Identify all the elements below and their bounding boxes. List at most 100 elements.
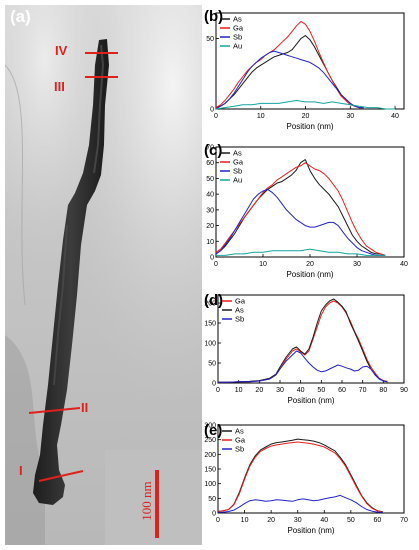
y-tick-label-b: 50 — [206, 36, 214, 43]
tem-image-panel — [5, 5, 202, 545]
line-label-iv: IV — [55, 43, 68, 58]
scale-bar — [155, 470, 159, 538]
y-tick-label-e: 0 — [212, 511, 216, 518]
series-line-e-ga — [217, 441, 383, 513]
y-tick-label-e: 200 — [204, 452, 216, 459]
plot-frame-c — [215, 146, 405, 258]
chart-d: (d)0 10 20 30 40 50 60 70 80 90050100150200Positi… — [204, 292, 408, 405]
y-tick-label-d: 100 — [204, 341, 216, 348]
panel-label-b: (b) — [204, 8, 223, 25]
x-tick-label-e: 60 — [374, 517, 382, 524]
x-axis-label-b: Position (nm) — [286, 122, 333, 131]
series-line-b-sb — [215, 50, 364, 110]
legend-label-b-au: Au — [233, 42, 242, 51]
legend-label-b-ga: Ga — [233, 24, 244, 33]
y-tick-label-e: 100 — [204, 481, 216, 488]
legend-label-c-au: Au — [233, 176, 242, 185]
y-tick-label-e: 150 — [204, 467, 216, 474]
x-tick-label-d: 30 — [276, 387, 284, 394]
panel-label-c: (c) — [204, 142, 222, 159]
nanowire-highlight — [93, 44, 105, 174]
y-tick-label-d: 200 — [204, 301, 216, 308]
plot-frame-d — [217, 294, 405, 384]
series-line-c-au — [216, 248, 386, 256]
series-line-b-au — [215, 100, 395, 110]
legend-label-d-as: As — [235, 306, 244, 315]
tem-labels: (a) IV III II I 100 nm — [5, 5, 202, 545]
legend-label-e-ga: Ga — [235, 436, 246, 445]
series-line-e-as — [217, 438, 383, 513]
x-tick-label-b: 0 — [214, 113, 218, 120]
x-tick-label-e: 30 — [294, 517, 302, 524]
x-tick-label-d: 80 — [379, 387, 387, 394]
legend-label-b-sb: Sb — [233, 33, 242, 42]
x-tick-label-e: 50 — [347, 517, 355, 524]
x-tick-label-e: 0 — [216, 517, 220, 524]
x-tick-label-d: 50 — [317, 387, 325, 394]
x-tick-label-c: 10 — [259, 261, 267, 268]
x-tick-label-d: 40 — [297, 387, 305, 394]
x-axis-label-e: Position (nm) — [287, 526, 334, 535]
plot-frame-b — [215, 12, 405, 110]
chart-c: (c) 0 10 20 30 40 0 10 20 30 40 50 60 70 Position (nm)… — [204, 142, 408, 279]
x-axis-label-d: Position (nm) — [287, 396, 334, 405]
line-label-ii: II — [81, 400, 89, 415]
x-tick-label-b: 10 — [257, 113, 265, 120]
scale-bar-box — [105, 450, 202, 545]
y-tick-label-e: 300 — [204, 423, 216, 430]
y-tick-label-e: 250 — [204, 437, 216, 444]
x-tick-label-c: 30 — [353, 261, 361, 268]
y-tick-label-b: 0 — [210, 107, 214, 114]
series-line-d-as — [218, 298, 388, 383]
x-tick-label-e: 20 — [267, 517, 275, 524]
x-tick-label-b: 30 — [346, 113, 354, 120]
line-label-iii: III — [54, 79, 65, 94]
x-tick-label-b: 40 — [391, 113, 399, 120]
y-tick-label-d: 50 — [208, 361, 216, 368]
y-tick-label-d: 0 — [212, 381, 216, 388]
x-tick-label-e: 10 — [241, 517, 249, 524]
x-tick-label-c: 40 — [400, 261, 408, 268]
y-tick-label-c: 50 — [206, 176, 214, 183]
x-tick-label-d: 10 — [235, 387, 243, 394]
y-tick-label-c: 60 — [206, 160, 214, 167]
panel-label-a: (a) — [10, 7, 31, 26]
y-tick-label-c: 0 — [210, 255, 214, 262]
marker-line-ii — [28, 407, 81, 414]
x-tick-label-e: 40 — [320, 517, 328, 524]
y-tick-label-e: 50 — [208, 496, 216, 503]
x-tick-label-d: 20 — [255, 387, 263, 394]
tem-film-edge — [5, 64, 26, 306]
chart-e: (e)0 10 20 30 40 50 60 70050100150200250300Posi… — [204, 422, 408, 535]
y-tick-label-c: 10 — [206, 239, 214, 246]
x-tick-label-c: 0 — [214, 261, 218, 268]
line-label-i: I — [19, 463, 23, 478]
x-tick-label-c: 20 — [306, 261, 314, 268]
x-tick-label-b: 20 — [302, 113, 310, 120]
legend-label-c-sb: Sb — [233, 167, 242, 176]
x-axis-label-c: Position (nm) — [286, 270, 333, 279]
y-tick-label-d: 150 — [204, 321, 216, 328]
scale-bar-label: 100 nm — [139, 481, 154, 521]
legend-label-e-as: As — [235, 427, 244, 436]
y-tick-label-c: 40 — [206, 192, 214, 199]
x-tick-label-d: 60 — [338, 387, 346, 394]
marker-line-i — [38, 470, 84, 482]
x-tick-label-e: 70 — [400, 517, 408, 524]
x-tick-label-d: 90 — [400, 387, 408, 394]
legend-label-b-as: As — [233, 15, 242, 24]
legend-label-d-ga: Ga — [235, 297, 246, 306]
series-line-e-sb — [217, 494, 383, 513]
x-tick-label-d: 0 — [216, 387, 220, 394]
legend-label-c-ga: Ga — [233, 158, 244, 167]
series-line-d-sb — [218, 350, 388, 383]
y-tick-label-c: 20 — [206, 223, 214, 230]
legend-label-c-as: As — [233, 149, 242, 158]
series-line-c-ga — [215, 162, 386, 256]
y-tick-label-c: 70 — [206, 145, 214, 152]
y-tick-label-c: 30 — [206, 207, 214, 214]
nanowire — [33, 39, 109, 505]
legend-label-d-sb: Sb — [235, 315, 244, 324]
